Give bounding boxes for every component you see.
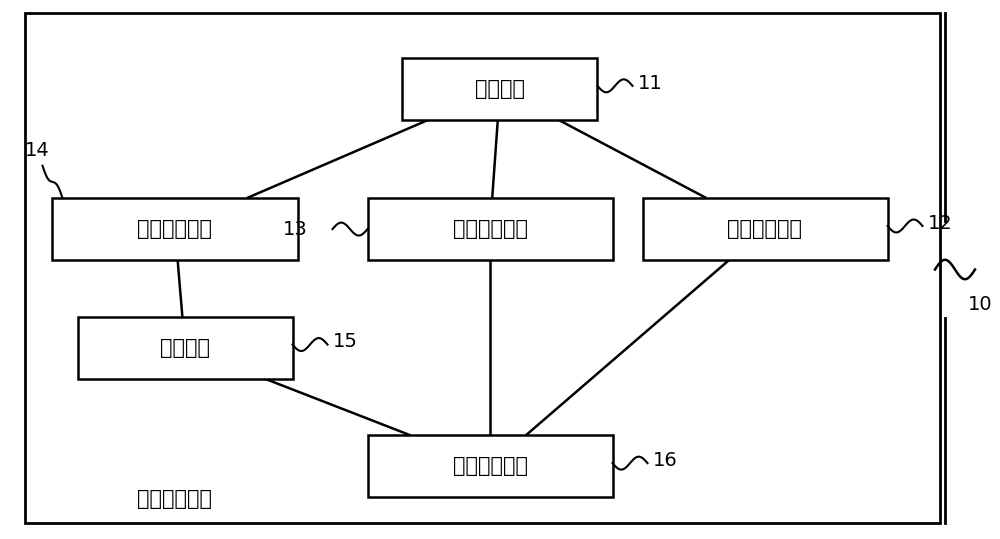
Text: 房颤检测装置: 房颤检测装置: [138, 489, 212, 509]
Text: 第二确定模块: 第二确定模块: [452, 219, 528, 239]
Text: 11: 11: [638, 74, 662, 93]
Bar: [52, 198, 298, 260]
Bar: [402, 58, 597, 120]
Text: 第一确定模块: 第一确定模块: [728, 219, 802, 239]
Bar: [368, 436, 612, 497]
Text: 16: 16: [653, 451, 677, 470]
Text: 14: 14: [25, 141, 50, 161]
Text: 13: 13: [283, 219, 308, 239]
Bar: [78, 317, 292, 378]
Bar: [368, 198, 612, 260]
Text: 第三确定模块: 第三确定模块: [138, 219, 212, 239]
Text: 12: 12: [928, 214, 952, 233]
Bar: [643, 198, 888, 260]
Text: 15: 15: [332, 333, 357, 351]
Text: 第四确定模块: 第四确定模块: [452, 456, 528, 476]
Text: 10: 10: [968, 295, 993, 314]
Text: 计算模块: 计算模块: [160, 337, 210, 358]
Text: 提取模块: 提取模块: [475, 79, 525, 99]
